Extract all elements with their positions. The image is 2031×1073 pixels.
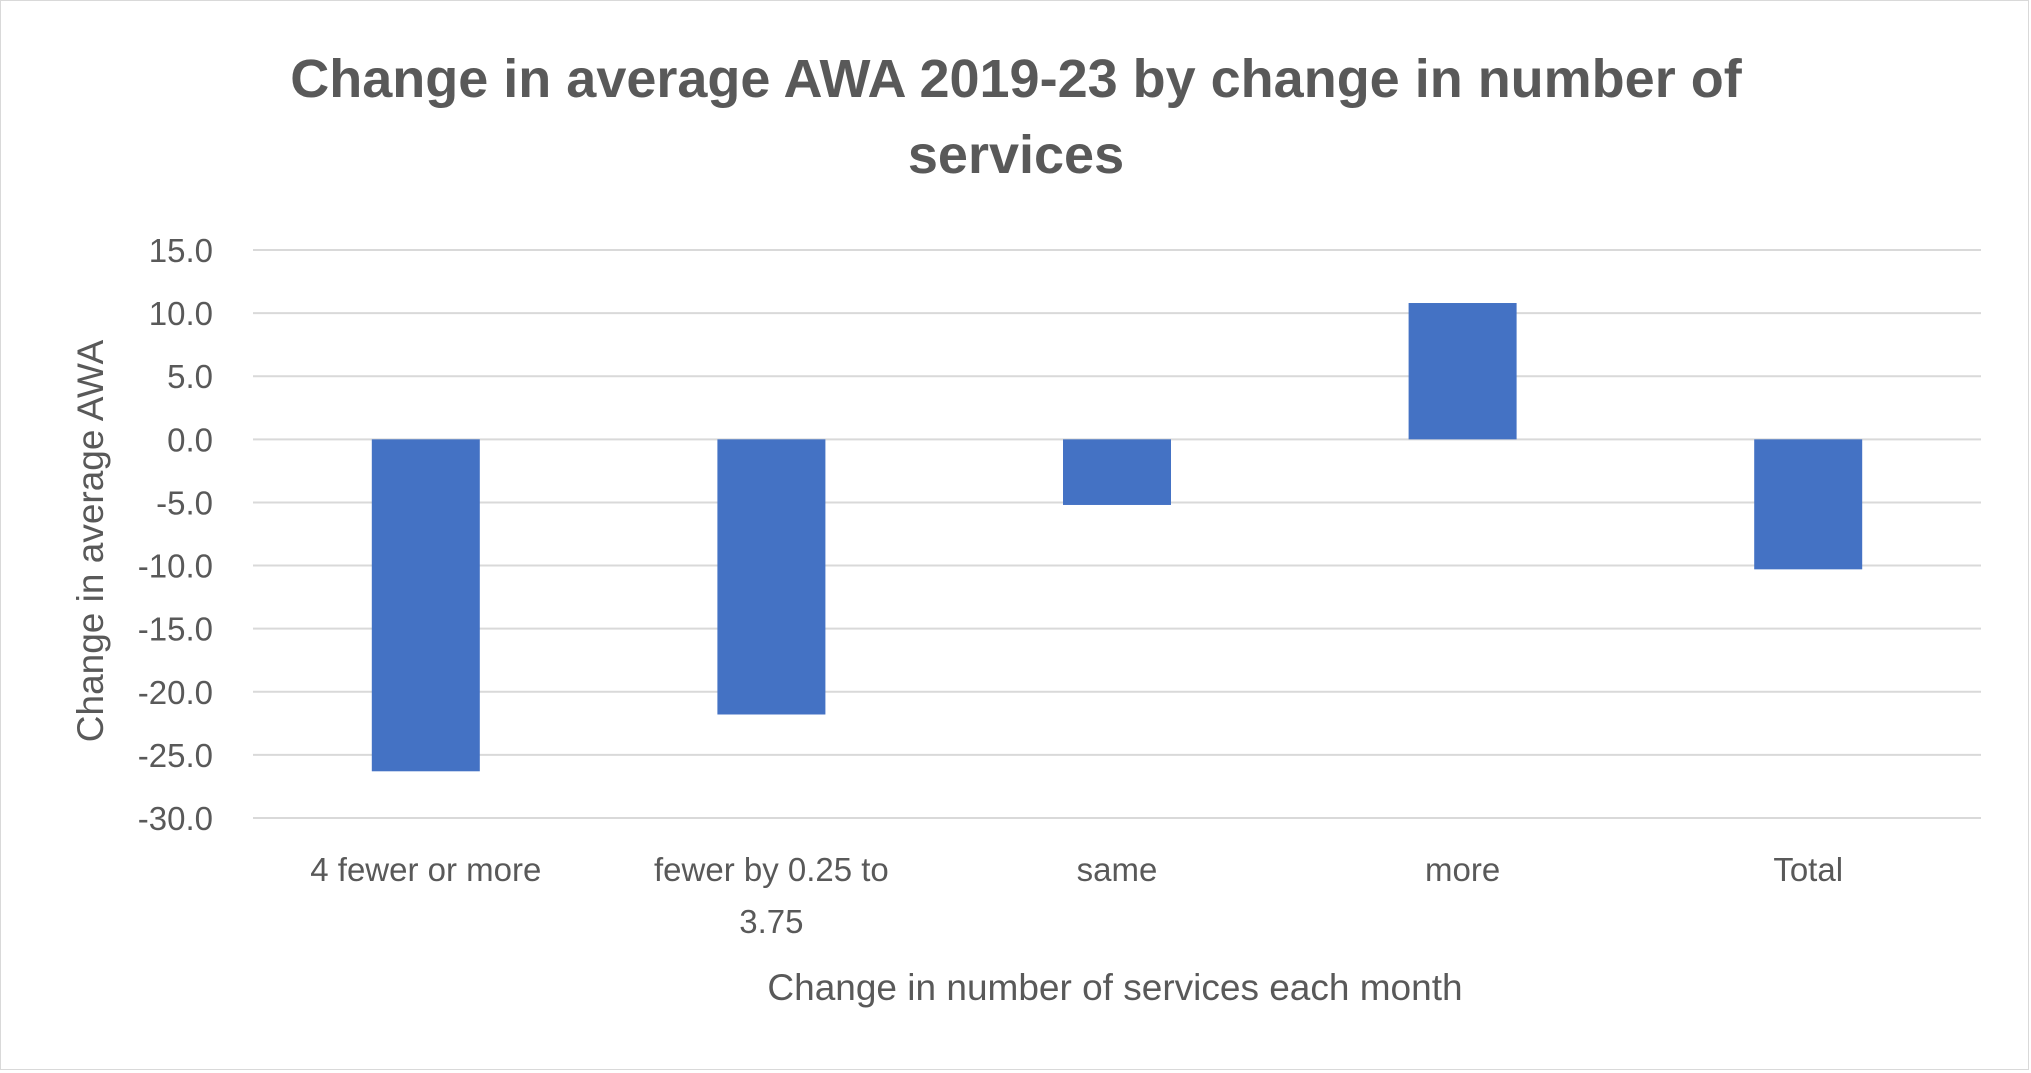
gridlines [253, 249, 1981, 819]
y-tick-label: -25.0 [138, 737, 213, 774]
y-tick-label: -5.0 [156, 484, 213, 521]
y-tick-label: 5.0 [167, 358, 213, 395]
y-tick-label: -10.0 [138, 548, 213, 585]
chart-title-line-2: services [908, 125, 1124, 185]
bar [1408, 303, 1517, 440]
y-axis-tick-labels: 15.0 10.0 5.0 0.0 -5.0 -10.0 -15.0 -20.0 -25.0 -3… [138, 232, 213, 837]
bar [371, 439, 480, 772]
x-tick-label: Total [1773, 851, 1843, 888]
y-tick-label: 10.0 [149, 295, 213, 332]
bars [371, 303, 1863, 772]
chart-title: Change in average AWA 2019-23 by change … [290, 49, 1742, 185]
bar [717, 439, 826, 715]
y-tick-label: -30.0 [138, 800, 213, 837]
y-axis-title: Change in average AWA [70, 339, 111, 742]
y-tick-label: 15.0 [149, 232, 213, 269]
x-tick-label: fewer by 0.25 to 3.75 [654, 851, 889, 940]
y-tick-label: -20.0 [138, 674, 213, 711]
x-axis-tick-labels: 4 fewer or more fewer by 0.25 to 3.75 same m… [310, 851, 1843, 940]
x-axis-title: Change in number of services each month [767, 967, 1462, 1008]
chart-title-line-1: Change in average AWA 2019-23 by change … [290, 49, 1742, 109]
bar [1754, 439, 1863, 570]
y-tick-label: -15.0 [138, 611, 213, 648]
bar [1063, 439, 1171, 505]
x-tick-label: more [1425, 851, 1500, 888]
x-tick-label: 4 fewer or more [310, 851, 541, 888]
y-tick-label: 0.0 [167, 421, 213, 458]
x-tick-label: same [1077, 851, 1158, 888]
